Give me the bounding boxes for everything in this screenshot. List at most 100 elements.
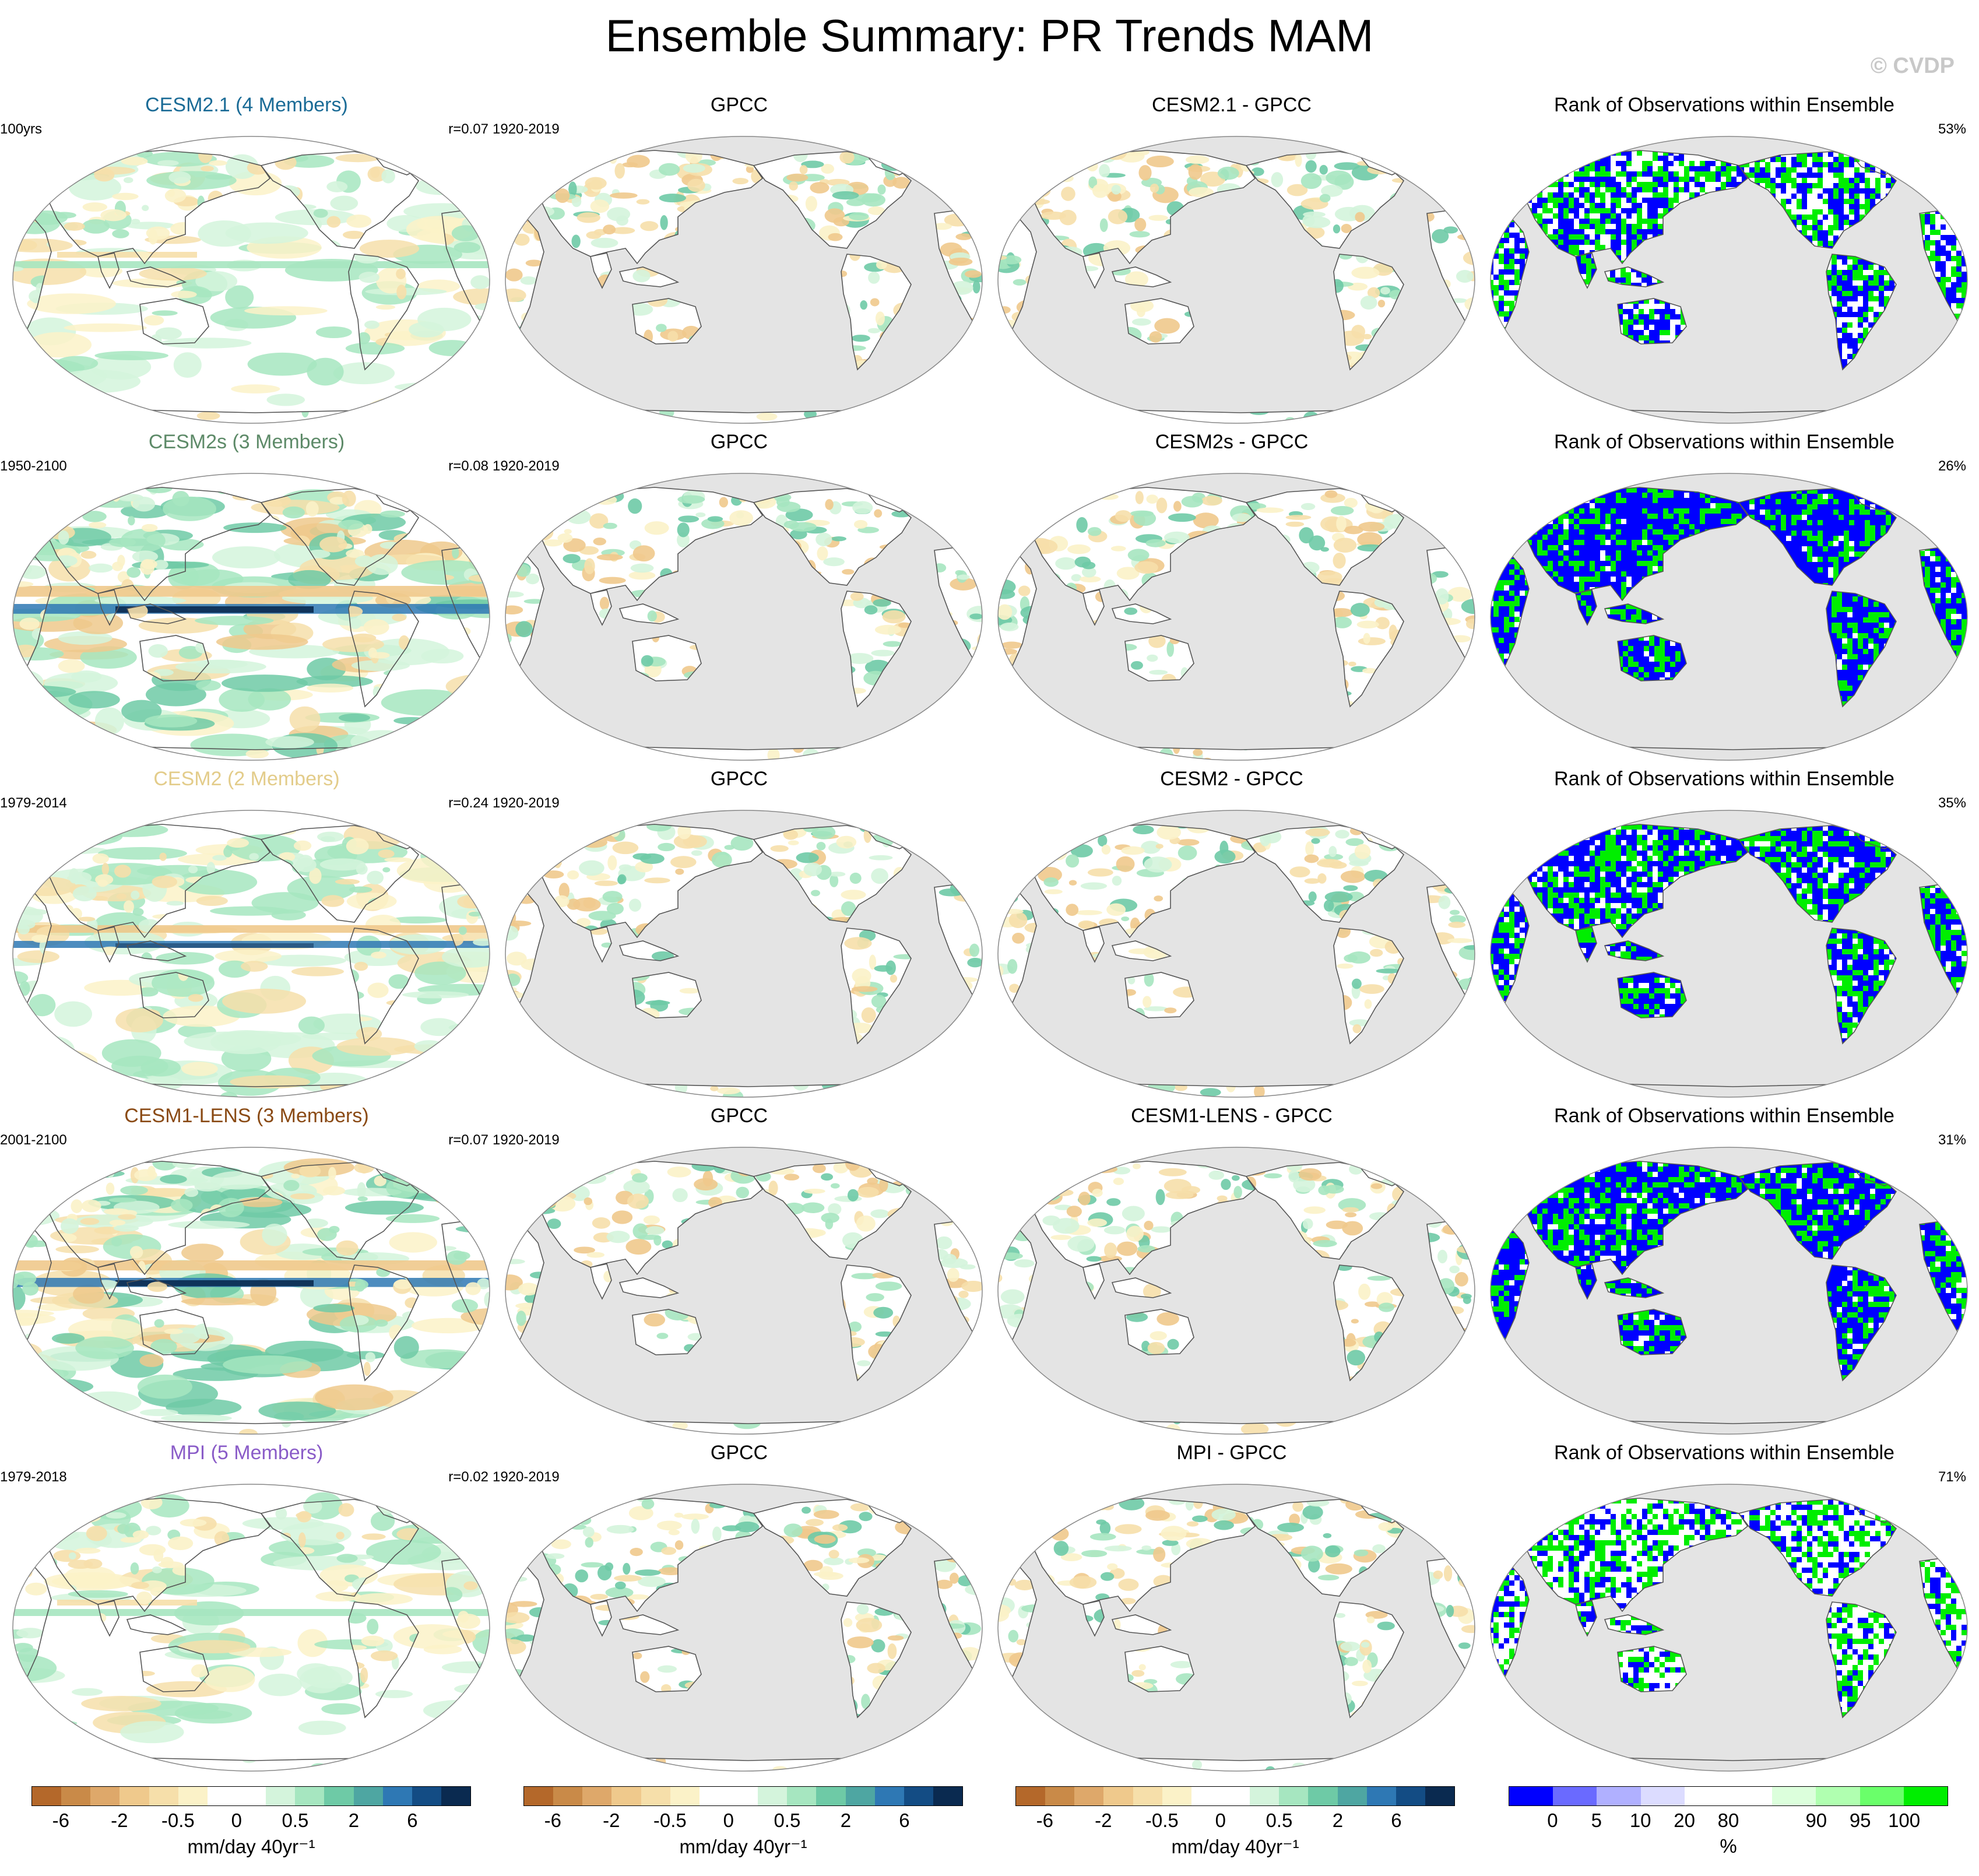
rank-cell: [1553, 182, 1558, 187]
rank-cell: [1590, 493, 1595, 498]
rank-cell: [1563, 556, 1569, 561]
rank-cell: [1605, 187, 1611, 192]
rank-cell: [1491, 554, 1493, 559]
rank-cell: [1574, 240, 1579, 245]
rank-cell: [1967, 240, 1970, 245]
rank-cell: [1786, 178, 1791, 183]
rank-cell: [1574, 587, 1579, 592]
rank-cell: [1755, 515, 1760, 520]
rank-cell: [1532, 187, 1537, 192]
trend-patch: [611, 227, 635, 234]
rank-cell: [1660, 325, 1665, 330]
trend-patch: [821, 164, 835, 174]
rank-cell: [1818, 173, 1823, 178]
rank-cell: [1639, 656, 1644, 662]
rank-cell: [1956, 277, 1962, 282]
trend-patch: [1154, 318, 1180, 334]
trend-patch: [644, 521, 669, 535]
rank-cell: [1967, 251, 1970, 256]
rank-cell: [1553, 545, 1558, 550]
trend-patch: [1285, 515, 1312, 520]
rank-cell: [1844, 188, 1849, 194]
rank-cell: [1633, 656, 1639, 662]
coastline-australia: [139, 635, 209, 681]
rank-cell: [1705, 498, 1710, 503]
rank-cell: [1710, 508, 1716, 514]
trend-patch: [109, 537, 136, 547]
period-label: 1920-2019: [493, 458, 560, 474]
rank-cell: [1665, 677, 1670, 681]
trend-patch: [1286, 184, 1308, 196]
rank-cell: [1520, 570, 1525, 575]
rank-cell: [1812, 520, 1818, 525]
trend-patch: [366, 554, 398, 575]
rank-cell: [1579, 487, 1584, 493]
rank-cell: [1647, 514, 1653, 519]
rank-cell: [1844, 162, 1849, 167]
rank-cell: [1595, 161, 1600, 166]
trend-patch: [547, 515, 558, 529]
rank-cell: [1663, 493, 1668, 498]
rank-cell: [1849, 178, 1854, 183]
rank-cell: [1644, 325, 1649, 330]
rank-cell: [1509, 643, 1514, 648]
rank-cell: [1956, 314, 1962, 319]
rank-cell: [1860, 188, 1865, 194]
trend-patch: [756, 412, 778, 421]
rank-cell: [1581, 590, 1586, 595]
rank-cell: [1626, 545, 1632, 550]
rank-cell: [1504, 290, 1509, 296]
rank-cell: [1616, 161, 1621, 166]
rank-cell: [1679, 156, 1684, 161]
rank-cell: [1579, 171, 1584, 177]
rank-cell: [1802, 551, 1807, 557]
trend-patch: [883, 756, 904, 760]
rank-cell: [1889, 286, 1894, 291]
rank-cell: [1558, 245, 1563, 250]
rank-cell: [1491, 654, 1493, 659]
rank-cell: [1563, 514, 1569, 519]
rank-cell: [1755, 178, 1760, 183]
rank-cell: [1509, 570, 1514, 575]
rank-cell: [1595, 224, 1600, 229]
rank-cell: [1839, 225, 1844, 230]
rank-cell: [1760, 499, 1765, 504]
rank-cell: [1563, 224, 1569, 229]
rank-cell: [1623, 656, 1628, 662]
rank-cell: [1491, 638, 1493, 643]
rank-cell: [1647, 187, 1653, 192]
rank-cell: [1755, 173, 1760, 178]
rank-cell: [1558, 545, 1563, 550]
rank-cell: [1668, 503, 1674, 508]
rank-cell: [1637, 213, 1642, 219]
rank-cell: [1595, 245, 1600, 250]
trend-patch: [1034, 170, 1045, 175]
trend-patch: [1377, 300, 1386, 308]
rank-cell: [1812, 504, 1818, 510]
rank-cell: [1569, 208, 1574, 213]
rank-cell: [1844, 157, 1849, 162]
rank-cell: [1791, 525, 1797, 531]
rank-cell: [1858, 307, 1863, 312]
rank-cell: [1532, 498, 1537, 503]
trend-patch: [860, 300, 867, 310]
rank-cell: [1558, 187, 1563, 192]
trend-patch: [636, 199, 650, 205]
rank-cell: [1626, 156, 1632, 161]
rank-cell: [1647, 498, 1653, 503]
rank-cell: [1611, 192, 1616, 198]
rank-cell: [1658, 503, 1663, 508]
rank-cell: [1493, 612, 1499, 617]
trend-patch: [1232, 513, 1252, 522]
rank-cell: [1721, 161, 1726, 166]
rank-cell: [1886, 178, 1891, 183]
rank-cell: [1504, 301, 1509, 306]
rank-cell: [1791, 541, 1797, 546]
rank-cell: [1681, 319, 1686, 325]
rank-cell: [1600, 577, 1605, 582]
trend-patch: [596, 554, 623, 561]
rank-cell: [1791, 546, 1797, 551]
trend-patch: [677, 495, 705, 504]
itcz-wet-band: [13, 261, 490, 268]
rank-cell: [1649, 646, 1654, 651]
